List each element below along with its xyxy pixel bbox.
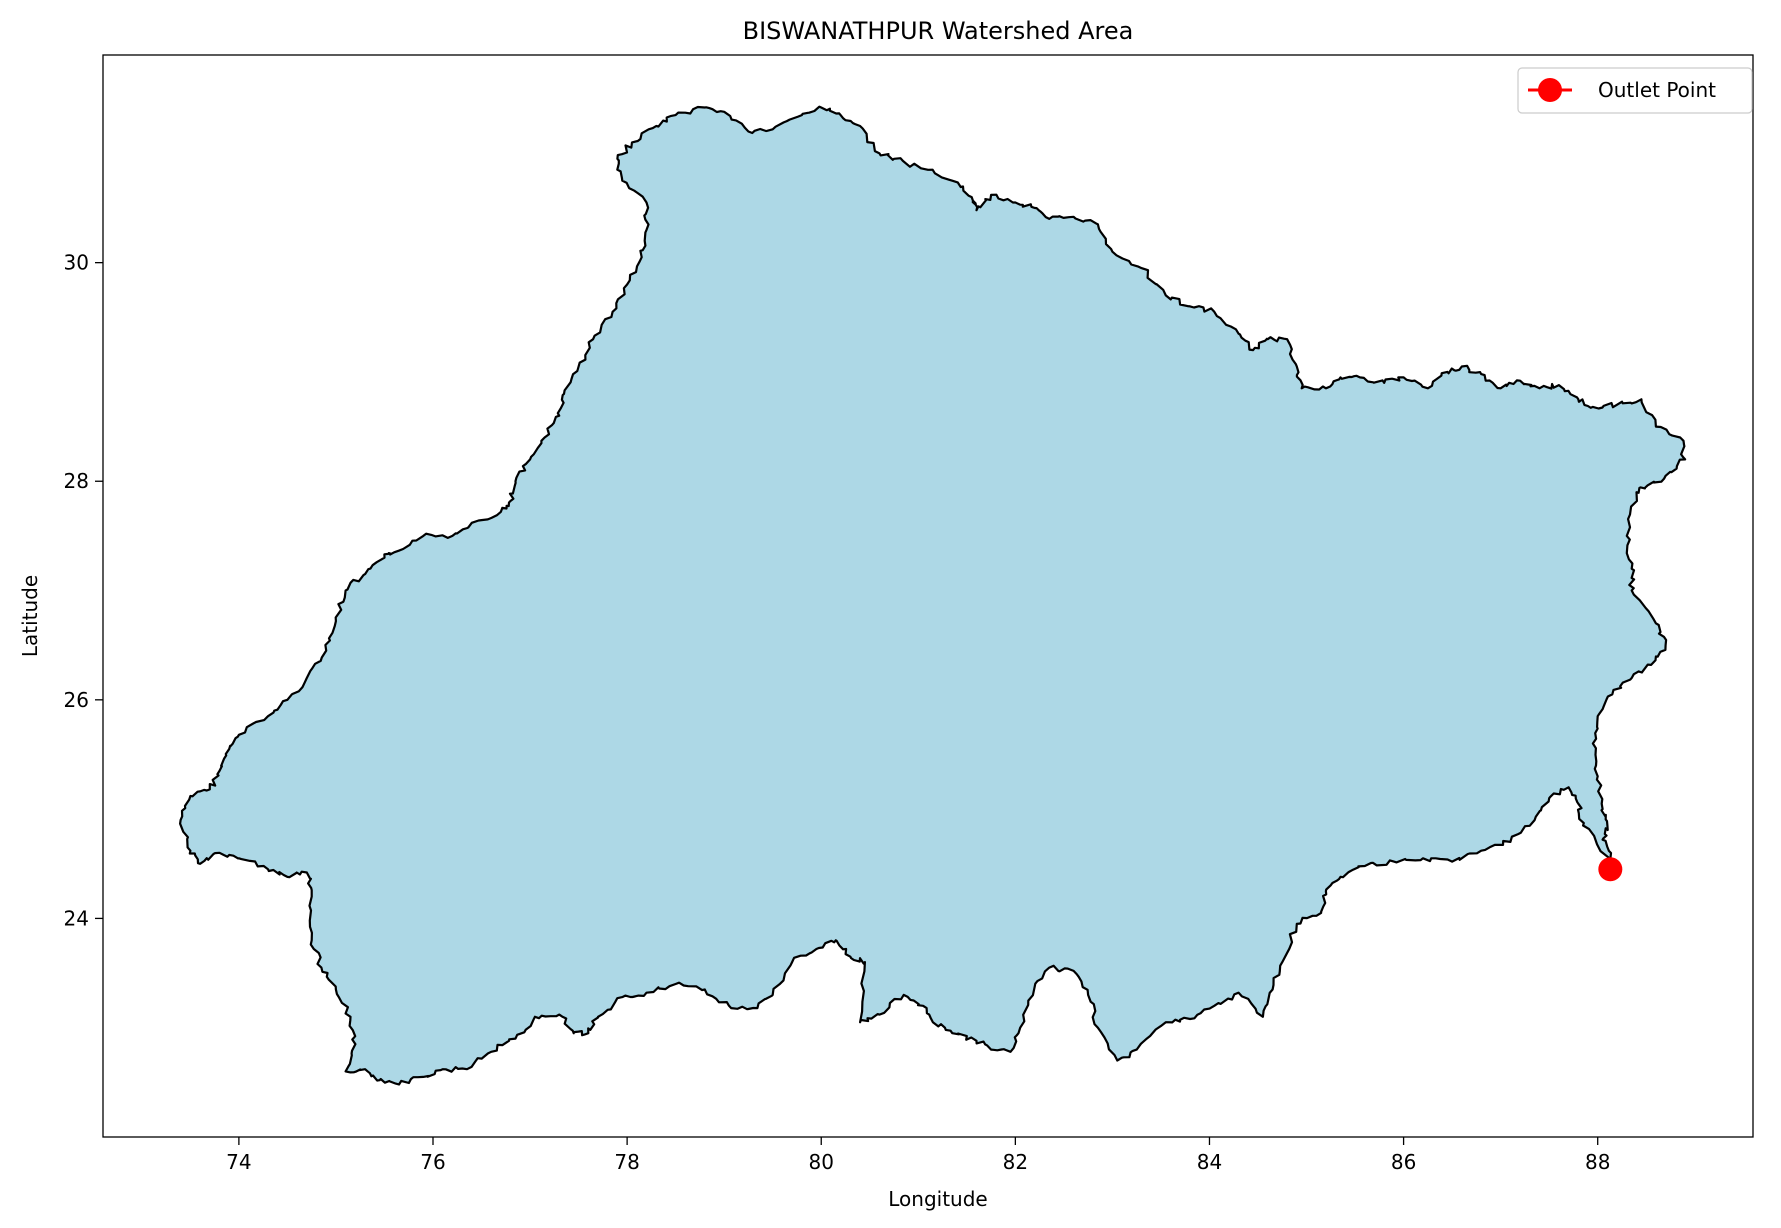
y-tick-label: 28 xyxy=(64,469,89,493)
y-axis-ticks: 24 26 28 30 xyxy=(64,251,103,930)
legend-marker xyxy=(1538,78,1562,102)
y-tick-label: 26 xyxy=(64,688,89,712)
y-axis-label: Latitude xyxy=(18,575,42,657)
legend: Outlet Point xyxy=(1517,67,1753,114)
x-tick-label: 80 xyxy=(809,1150,834,1174)
x-tick-label: 82 xyxy=(1003,1150,1028,1174)
x-axis-label: Longitude xyxy=(888,1187,987,1211)
outlet-point-marker xyxy=(1598,857,1623,882)
legend-label: Outlet Point xyxy=(1598,78,1716,102)
x-tick-label: 78 xyxy=(614,1150,639,1174)
y-tick-label: 30 xyxy=(64,251,89,275)
x-tick-label: 88 xyxy=(1585,1150,1610,1174)
axes-frame xyxy=(102,54,1754,1138)
x-axis-ticks: 74 76 78 80 82 84 86 88 xyxy=(226,1137,1610,1174)
watershed-polygon xyxy=(179,105,1687,1086)
chart-title: BISWANATHPUR Watershed Area xyxy=(743,17,1134,45)
x-tick-label: 84 xyxy=(1197,1150,1222,1174)
x-tick-label: 86 xyxy=(1391,1150,1416,1174)
x-tick-label: 74 xyxy=(226,1150,251,1174)
x-tick-label: 76 xyxy=(420,1150,445,1174)
y-tick-label: 24 xyxy=(64,906,89,930)
plot-area xyxy=(179,105,1687,1086)
legend-box xyxy=(1517,67,1753,114)
